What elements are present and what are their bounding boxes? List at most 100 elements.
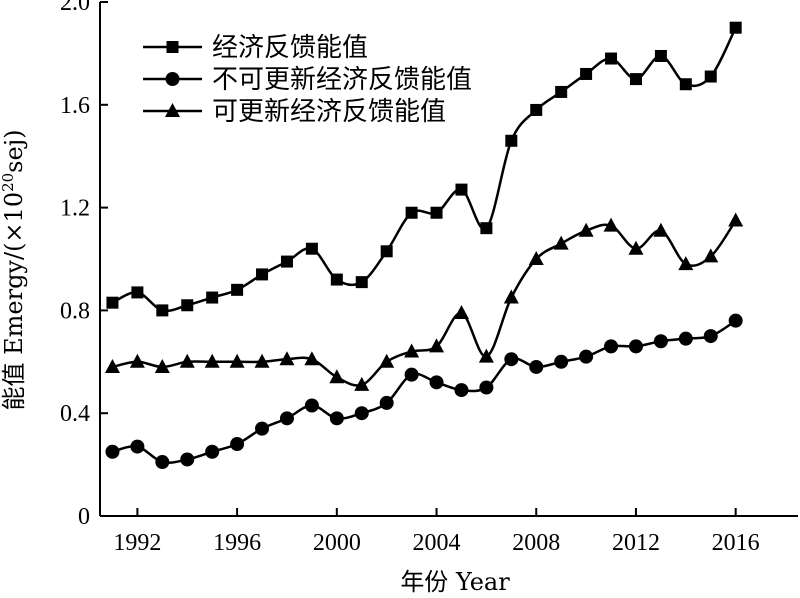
y-axis-title-suffix: sej) [0,129,28,172]
x-tick-label: 2008 [512,530,560,556]
legend-marker [165,72,180,86]
data-point [478,348,494,363]
series-1 [106,21,742,317]
x-tick-label: 2012 [612,530,660,556]
series-3 [104,212,744,391]
data-point [355,276,368,289]
legend-label: 可更新经济反馈能值 [212,97,446,127]
data-point [130,439,145,454]
series-layer [104,21,744,470]
data-point [129,353,145,368]
data-point [728,313,743,328]
data-point [180,452,195,467]
data-point [504,352,519,367]
legend-label: 经济反馈能值 [212,33,368,63]
data-point [154,358,170,373]
data-point [654,49,667,62]
data-point [279,351,295,366]
y-tick-label: 0.8 [60,298,90,324]
data-point [106,296,119,309]
data-point [455,183,468,196]
data-point [530,103,543,116]
series-line [112,319,737,465]
data-point [578,222,594,237]
x-tick-label: 2004 [413,530,461,556]
legend-item-2: 不可更新经济反馈能值 [143,65,472,95]
data-point [179,353,195,368]
data-point [653,222,669,237]
data-point [553,235,569,250]
data-point [229,353,245,368]
data-point [380,245,393,258]
data-point [254,353,270,368]
data-point [629,73,642,86]
data-point [703,248,719,263]
legend-marker [165,103,180,117]
data-point [430,206,443,219]
data-point [255,421,270,436]
data-point [131,286,144,299]
data-point [704,70,717,83]
data-point [354,406,369,421]
data-point [379,353,395,368]
y-tick-label: 0 [78,504,90,530]
data-point [528,251,544,265]
data-point [330,273,343,286]
legend-marker [166,41,179,53]
data-point [404,367,419,382]
data-point [729,21,742,34]
data-point [429,338,445,353]
y-axis-title-exponent: 20 [0,173,17,192]
data-point [554,354,569,369]
data-point [703,329,718,344]
data-point [429,375,444,390]
data-point [305,242,318,255]
data-point [555,85,568,98]
y-tick-label: 2.0 [60,0,90,16]
data-point [155,455,170,470]
data-point [329,411,344,426]
data-point [653,334,668,349]
data-point [280,255,293,268]
data-point [679,78,692,91]
data-point [604,339,619,354]
y-tick-label: 0.4 [60,401,90,427]
x-tick-label: 2000 [313,530,361,556]
series-2 [105,313,743,470]
data-point [678,256,694,271]
series-line [112,219,737,387]
data-point [579,349,594,364]
data-point [279,411,294,426]
data-point [304,351,320,366]
data-point [529,359,544,374]
y-axis-title: 能值 Emergy/(×1020sej) [0,129,28,410]
data-point [354,376,370,391]
data-point [480,222,493,235]
data-point [405,206,418,219]
legend-item-1: 经济反馈能值 [143,33,368,63]
legend-item-3: 可更新经济反馈能值 [143,97,446,127]
data-point [404,343,420,358]
data-point [205,444,220,459]
x-tick-label: 1996 [213,530,261,556]
data-point [628,240,644,255]
data-point [231,283,244,296]
data-point [256,268,269,281]
legend-label: 不可更新经济反馈能值 [212,65,472,95]
data-point [628,339,643,354]
data-point [453,304,469,319]
data-point [230,437,245,452]
y-tick-label: 1.2 [60,196,90,222]
data-point [104,358,120,373]
data-point [204,353,220,368]
x-tick-label: 1992 [113,530,161,556]
data-point [678,331,693,346]
data-point [728,212,744,227]
data-point [603,217,619,232]
data-point [329,369,345,384]
data-point [505,134,518,147]
data-point [304,398,319,413]
x-axis-title: 年份 Year [400,568,510,596]
